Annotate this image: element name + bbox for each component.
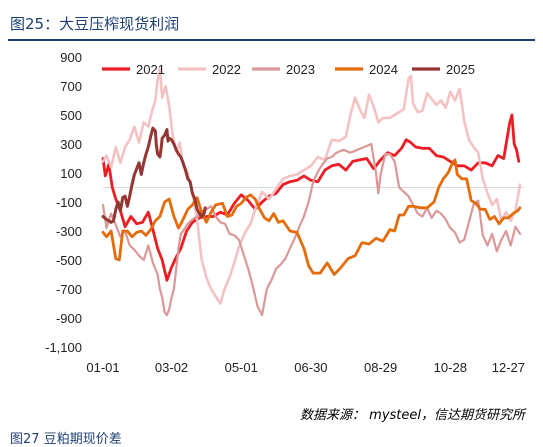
series-line-2024 bbox=[101, 158, 522, 276]
x-tick-label: 05-01 bbox=[225, 360, 258, 375]
figure-title-text: 大豆压榨现货利润 bbox=[59, 15, 180, 33]
series-line-2022 bbox=[101, 67, 522, 305]
y-tick-label: -500 bbox=[56, 253, 82, 268]
series-line-2023 bbox=[101, 142, 522, 317]
y-tick-label: -1,100 bbox=[45, 340, 82, 355]
x-tick-label: 06-30 bbox=[294, 360, 327, 375]
legend-label-2021: 2021 bbox=[136, 62, 165, 77]
y-tick-label: 300 bbox=[60, 137, 82, 152]
y-tick-label: 900 bbox=[60, 50, 82, 65]
x-tick-label: 12-27 bbox=[492, 360, 525, 375]
y-tick-label: -300 bbox=[56, 224, 82, 239]
figure-label: 图25： bbox=[10, 15, 60, 33]
y-tick-label: 100 bbox=[60, 166, 82, 181]
x-tick-label: 10-28 bbox=[434, 360, 467, 375]
series-line-2021 bbox=[101, 113, 521, 282]
x-tick-label: 08-29 bbox=[364, 360, 397, 375]
series-line-2025 bbox=[101, 126, 207, 224]
title-rule bbox=[8, 39, 535, 41]
legend-label-2025: 2025 bbox=[446, 62, 475, 77]
figure-title: 图25：大豆压榨现货利润 bbox=[10, 12, 530, 36]
legend-label-2022: 2022 bbox=[212, 62, 241, 77]
x-tick-label: 01-01 bbox=[86, 360, 119, 375]
y-tick-label: -100 bbox=[56, 195, 82, 210]
y-tick-label: 700 bbox=[60, 79, 82, 94]
next-figure-title: 图27 豆粕期现价差 bbox=[10, 428, 122, 447]
y-tick-label: -900 bbox=[56, 311, 82, 326]
legend-label-2024: 2024 bbox=[369, 62, 398, 77]
y-tick-label: 500 bbox=[60, 108, 82, 123]
x-tick-label: 03-02 bbox=[155, 360, 188, 375]
y-tick-label: -700 bbox=[56, 282, 82, 297]
source-note: 数据来源： mysteel，信达期货研究所 bbox=[300, 408, 525, 423]
legend-label-2023: 2023 bbox=[286, 62, 315, 77]
